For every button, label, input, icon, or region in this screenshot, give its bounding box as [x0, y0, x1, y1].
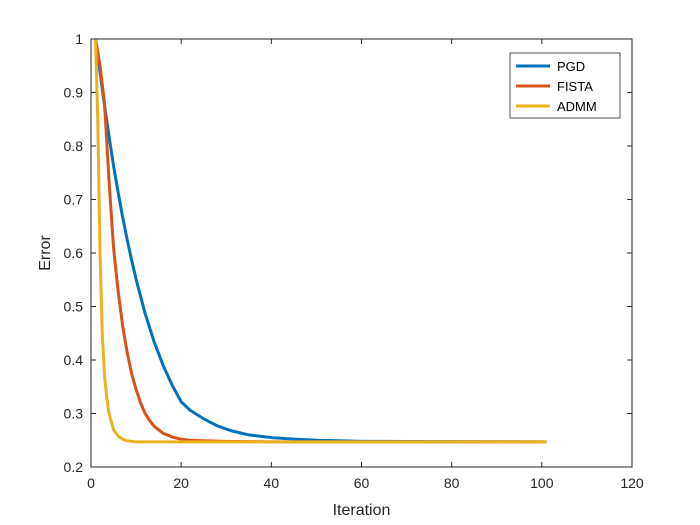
legend-label-fista: FISTA [557, 79, 593, 94]
x-tick-label: 0 [87, 475, 95, 491]
y-tick-label: 1 [75, 31, 83, 47]
x-tick-label: 20 [173, 475, 189, 491]
y-tick-label: 0.9 [64, 85, 84, 101]
series-line-admm [94, 38, 547, 444]
legend-entries: PGD FISTA ADMM [516, 59, 597, 114]
tick-labels-layer: 0 20 40 60 80 100 120 0.2 0.3 0.4 0.5 0.6 0.7 0.8 0.9 1 [64, 31, 644, 491]
x-tick-label: 60 [354, 475, 370, 491]
y-tick-label: 0.8 [64, 138, 84, 154]
x-axis-title: Iteration [333, 502, 391, 519]
ticks-layer [90, 38, 633, 468]
legend: PGD FISTA ADMM [509, 52, 621, 119]
y-tick-label: 0.7 [64, 192, 84, 208]
y-tick-label: 0.5 [64, 299, 84, 315]
y-tick-label: 0.3 [64, 406, 84, 422]
y-tick-label: 0.4 [64, 352, 84, 368]
x-tick-label: 40 [264, 475, 280, 491]
legend-label-admm: ADMM [557, 99, 597, 114]
x-tick-label: 120 [620, 475, 644, 491]
x-tick-label: 100 [530, 475, 554, 491]
x-tick-label: 80 [444, 475, 460, 491]
legend-label-pgd: PGD [557, 59, 585, 74]
y-tick-label: 0.6 [64, 245, 84, 261]
y-axis-title: Error [37, 235, 54, 271]
y-tick-label: 0.2 [64, 459, 84, 475]
series-layer [94, 38, 547, 444]
